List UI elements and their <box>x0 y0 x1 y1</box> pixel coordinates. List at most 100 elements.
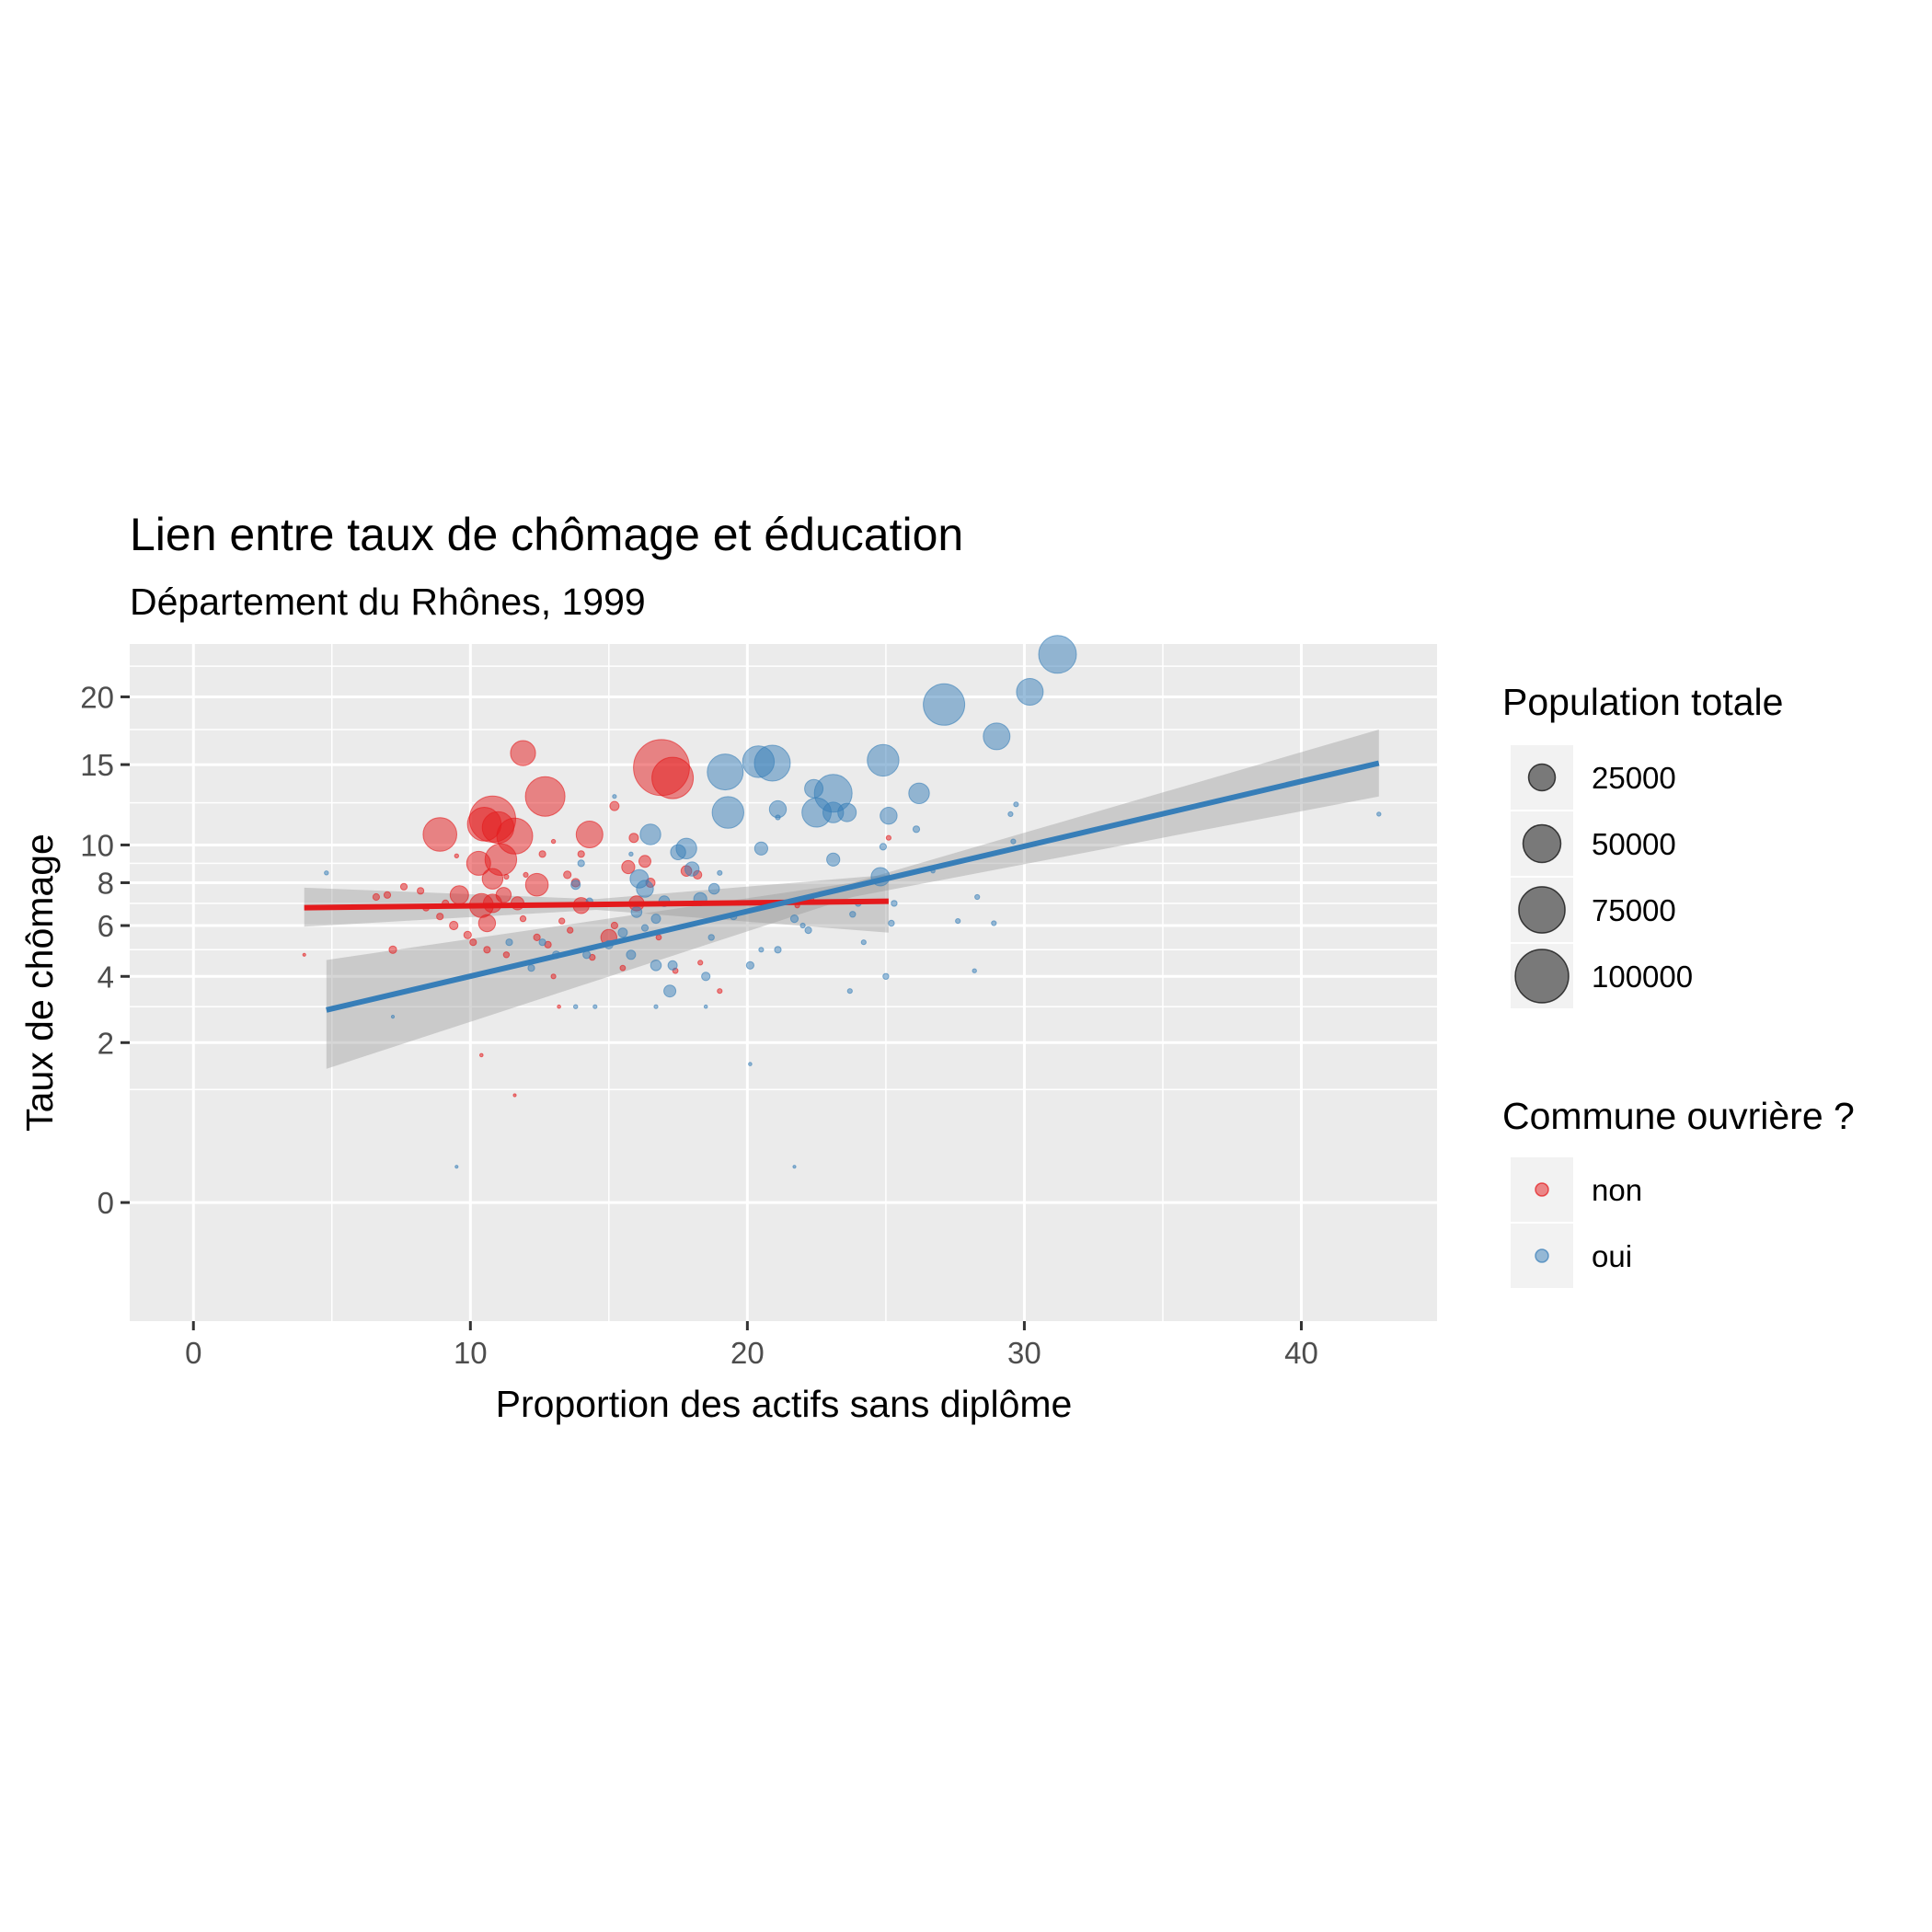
point-non <box>503 873 510 880</box>
y-tick-label: 8 <box>98 866 114 900</box>
point-oui <box>505 938 513 947</box>
color-legend: Commune ouvrière ? non oui <box>1502 1095 1855 1288</box>
point-oui <box>880 807 898 825</box>
point-oui <box>684 861 700 877</box>
point-non <box>524 872 549 897</box>
point-oui <box>650 960 662 972</box>
point-non <box>619 964 627 972</box>
color-legend-title: Commune ouvrière ? <box>1502 1095 1855 1137</box>
color-legend-dot <box>1535 1248 1549 1263</box>
point-non <box>449 920 459 931</box>
point-non <box>523 871 529 879</box>
point-oui <box>577 859 585 868</box>
point-oui <box>1376 811 1382 817</box>
point-non <box>885 834 892 841</box>
point-non <box>463 930 472 939</box>
point-oui <box>775 814 781 821</box>
point-non <box>483 946 491 954</box>
point-non <box>651 756 695 799</box>
point-non <box>436 913 444 921</box>
point-non <box>417 887 425 895</box>
point-oui <box>849 911 857 918</box>
size-legend-label: 25000 <box>1592 761 1676 795</box>
point-oui <box>1016 678 1044 706</box>
point-non <box>550 973 557 980</box>
point-oui <box>826 852 841 867</box>
point-non <box>469 938 477 947</box>
y-tick-label: 20 <box>80 680 114 714</box>
point-oui <box>527 964 535 972</box>
point-oui <box>745 960 755 970</box>
point-oui <box>630 906 643 918</box>
point-oui <box>983 722 1011 751</box>
point-non <box>510 740 536 766</box>
point-oui <box>923 683 966 726</box>
y-tick-label: 10 <box>80 828 114 862</box>
point-non <box>388 945 397 954</box>
point-non <box>550 838 557 845</box>
point-oui <box>639 823 661 845</box>
point-non <box>577 850 585 858</box>
point-oui <box>748 1062 753 1066</box>
point-non <box>481 811 515 845</box>
point-non <box>502 951 511 959</box>
size-legend-circle <box>1522 823 1562 864</box>
point-oui <box>774 946 782 954</box>
point-oui <box>1013 801 1019 808</box>
point-oui <box>882 972 890 981</box>
point-non <box>567 926 574 934</box>
point-non <box>533 933 541 942</box>
point-oui <box>1007 811 1014 818</box>
point-non <box>609 800 620 811</box>
point-non <box>575 821 604 848</box>
point-non <box>524 776 566 817</box>
point-non <box>383 891 392 899</box>
point-oui <box>538 938 546 947</box>
point-oui <box>390 1015 396 1019</box>
size-legend-label: 75000 <box>1592 893 1676 927</box>
point-oui <box>667 960 678 971</box>
chart-title: Lien entre taux de chômage et éducation <box>130 509 963 560</box>
point-non <box>422 817 458 852</box>
point-non <box>697 960 704 966</box>
x-tick-label: 40 <box>1284 1336 1318 1370</box>
point-non <box>717 988 723 995</box>
point-oui <box>955 918 961 925</box>
point-oui <box>860 939 867 946</box>
size-legend-circle <box>1518 886 1566 934</box>
point-non <box>481 868 504 890</box>
color-legend-label: oui <box>1592 1239 1632 1273</box>
point-non <box>495 887 512 903</box>
confidence-band-oui <box>326 730 1379 1069</box>
point-oui <box>1010 838 1017 845</box>
point-oui <box>707 934 715 941</box>
chart-subtitle: Département du Rhônes, 1999 <box>130 581 646 623</box>
point-non <box>519 914 527 923</box>
point-non <box>449 885 469 905</box>
regression-line-oui <box>326 760 1380 1013</box>
point-oui <box>972 968 977 973</box>
x-tick-label: 20 <box>730 1336 765 1370</box>
point-oui <box>837 802 857 822</box>
point-oui <box>804 926 812 935</box>
point-non <box>372 892 380 902</box>
point-oui <box>592 1004 598 1009</box>
point-oui <box>612 794 617 799</box>
point-oui <box>628 851 634 857</box>
y-tick-label: 15 <box>80 748 114 782</box>
size-legend: Population totale 25000 50000 75000 100000 <box>1502 681 1783 1008</box>
point-non <box>466 850 491 876</box>
point-oui <box>908 782 930 804</box>
point-oui <box>867 743 900 777</box>
point-non <box>557 1004 561 1009</box>
point-oui <box>742 745 776 778</box>
point-oui <box>701 972 711 982</box>
point-non <box>479 1052 484 1058</box>
plot-panel <box>130 644 1437 1321</box>
point-oui <box>640 924 650 932</box>
point-non <box>454 853 459 858</box>
point-oui <box>711 796 744 829</box>
point-oui <box>617 927 628 938</box>
point-oui <box>663 984 677 998</box>
